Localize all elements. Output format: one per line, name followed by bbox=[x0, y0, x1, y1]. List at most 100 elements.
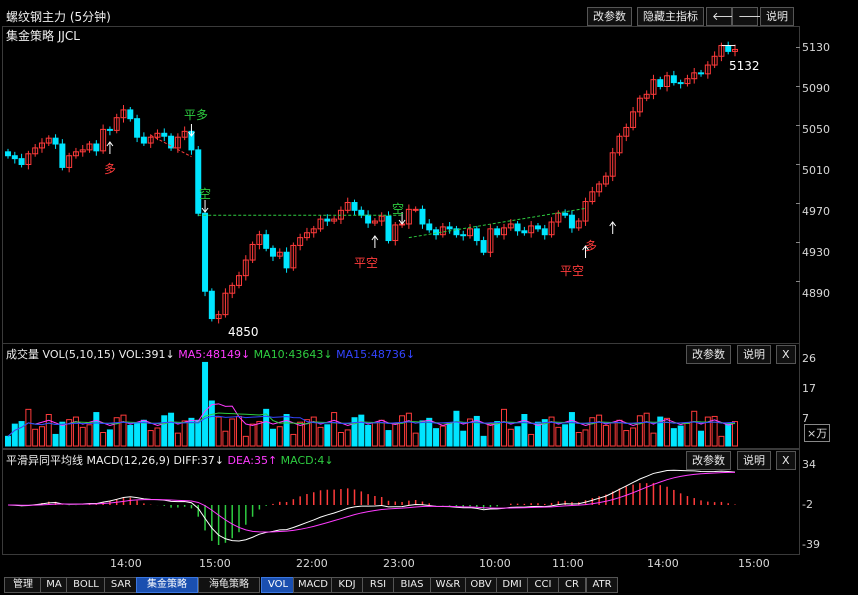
candle bbox=[507, 223, 514, 229]
time-axis-label: 22:00 bbox=[296, 557, 328, 570]
candle bbox=[541, 228, 548, 236]
tab-cci[interactable]: CCI bbox=[527, 577, 559, 593]
volume-bar bbox=[59, 421, 66, 447]
volume-bar bbox=[249, 423, 256, 447]
candle bbox=[725, 45, 732, 52]
volume-axis-label: 26 bbox=[802, 352, 816, 365]
macd-edit-params-button[interactable]: 改参数 bbox=[686, 451, 731, 470]
volume-bar bbox=[147, 430, 154, 447]
tab-wr[interactable]: W&R bbox=[430, 577, 466, 593]
volume-bar bbox=[317, 426, 324, 447]
tab-atr[interactable]: ATR bbox=[586, 577, 618, 593]
volume-bar bbox=[582, 429, 589, 447]
candle bbox=[290, 244, 297, 269]
volume-bar bbox=[616, 419, 623, 447]
tab-dmi[interactable]: DMI bbox=[496, 577, 528, 593]
candle bbox=[698, 72, 705, 75]
candle bbox=[691, 72, 698, 80]
tab-obv[interactable]: OBV bbox=[465, 577, 497, 593]
volume-bar bbox=[154, 427, 161, 447]
volume-bar bbox=[358, 414, 365, 447]
edit-params-button[interactable]: 改参数 bbox=[587, 7, 632, 26]
tab-vol[interactable]: VOL bbox=[261, 577, 295, 593]
candle bbox=[5, 151, 11, 157]
volume-bar bbox=[256, 421, 263, 447]
tab-manage[interactable]: 管理 bbox=[4, 577, 42, 593]
tab-turtle-strategy[interactable]: 海龟策略 bbox=[198, 577, 260, 593]
candle bbox=[38, 142, 45, 149]
volume-help-button[interactable]: 说明 bbox=[737, 345, 771, 364]
signal-close-short: 平空 bbox=[560, 264, 585, 278]
volume-bar bbox=[18, 421, 25, 447]
volume-bar bbox=[385, 430, 392, 447]
candle bbox=[202, 212, 209, 292]
volume-bar bbox=[66, 419, 73, 447]
tab-sar[interactable]: SAR bbox=[104, 577, 138, 593]
volume-bar bbox=[113, 417, 120, 447]
tab-kdj[interactable]: KDJ bbox=[331, 577, 363, 593]
volume-bar bbox=[473, 415, 480, 447]
volume-close-button[interactable]: X bbox=[776, 345, 796, 364]
signal-long: 多 bbox=[104, 162, 117, 176]
volume-edit-params-button[interactable]: 改参数 bbox=[686, 345, 731, 364]
candle bbox=[32, 147, 39, 155]
volume-bar bbox=[575, 432, 582, 447]
volume-bar bbox=[202, 361, 209, 447]
volume-bar bbox=[643, 412, 650, 447]
help-button[interactable]: 说明 bbox=[760, 7, 794, 26]
candle bbox=[127, 109, 134, 120]
volume-bar bbox=[691, 410, 698, 447]
candle bbox=[575, 220, 582, 229]
volume-bar bbox=[589, 417, 596, 447]
signal-short: 空 bbox=[392, 202, 405, 216]
volume-bar bbox=[100, 432, 107, 447]
volume-bar bbox=[351, 417, 358, 447]
volume-ma15: MA15:48736↓ bbox=[336, 348, 416, 361]
tab-cr[interactable]: CR bbox=[558, 577, 586, 593]
volume-panel bbox=[2, 343, 800, 449]
price-axis-label: 5010 bbox=[802, 164, 830, 177]
tab-jjcl-strategy[interactable]: 集金策略 bbox=[136, 577, 198, 593]
volume-bar bbox=[106, 429, 113, 447]
hide-main-indicator-button[interactable]: 隐藏主指标 bbox=[637, 7, 704, 26]
candle bbox=[732, 48, 738, 52]
candle bbox=[168, 135, 175, 149]
candle bbox=[310, 228, 317, 234]
volume-bar bbox=[344, 429, 351, 447]
time-axis-label: 14:00 bbox=[647, 557, 679, 570]
volume-bar bbox=[215, 416, 222, 447]
candle bbox=[670, 75, 677, 84]
candle bbox=[242, 259, 249, 277]
volume-unit-badge: ×万 bbox=[804, 424, 831, 442]
candle bbox=[677, 82, 684, 85]
tab-boll[interactable]: BOLL bbox=[66, 577, 106, 593]
volume-bar bbox=[365, 424, 372, 447]
macd-title: 平滑异同平均线 bbox=[6, 454, 83, 467]
candle bbox=[589, 191, 596, 203]
price-axis-label: 4970 bbox=[802, 205, 830, 218]
price-axis-label: 5130 bbox=[802, 41, 830, 54]
candle bbox=[365, 214, 372, 224]
volume-bar bbox=[310, 416, 317, 447]
candle bbox=[480, 240, 487, 253]
volume-bar bbox=[453, 410, 460, 447]
volume-bar bbox=[684, 423, 691, 447]
tab-rsi[interactable]: RSI bbox=[362, 577, 394, 593]
volume-bar bbox=[650, 432, 657, 447]
candle bbox=[616, 135, 623, 154]
candle bbox=[650, 79, 657, 95]
volume-bar bbox=[657, 416, 664, 447]
volume-bar bbox=[405, 412, 412, 447]
candle bbox=[392, 224, 399, 242]
tab-bias[interactable]: BIAS bbox=[393, 577, 431, 593]
volume-axis-label: 7 bbox=[802, 412, 809, 425]
candle bbox=[582, 201, 589, 222]
volume-bar bbox=[670, 428, 677, 447]
macd-help-button[interactable]: 说明 bbox=[737, 451, 771, 470]
macd-close-button[interactable]: X bbox=[776, 451, 796, 470]
tab-ma[interactable]: MA bbox=[40, 577, 68, 593]
candle bbox=[534, 225, 541, 230]
tab-macd[interactable]: MACD bbox=[293, 577, 333, 593]
candle bbox=[52, 137, 59, 145]
